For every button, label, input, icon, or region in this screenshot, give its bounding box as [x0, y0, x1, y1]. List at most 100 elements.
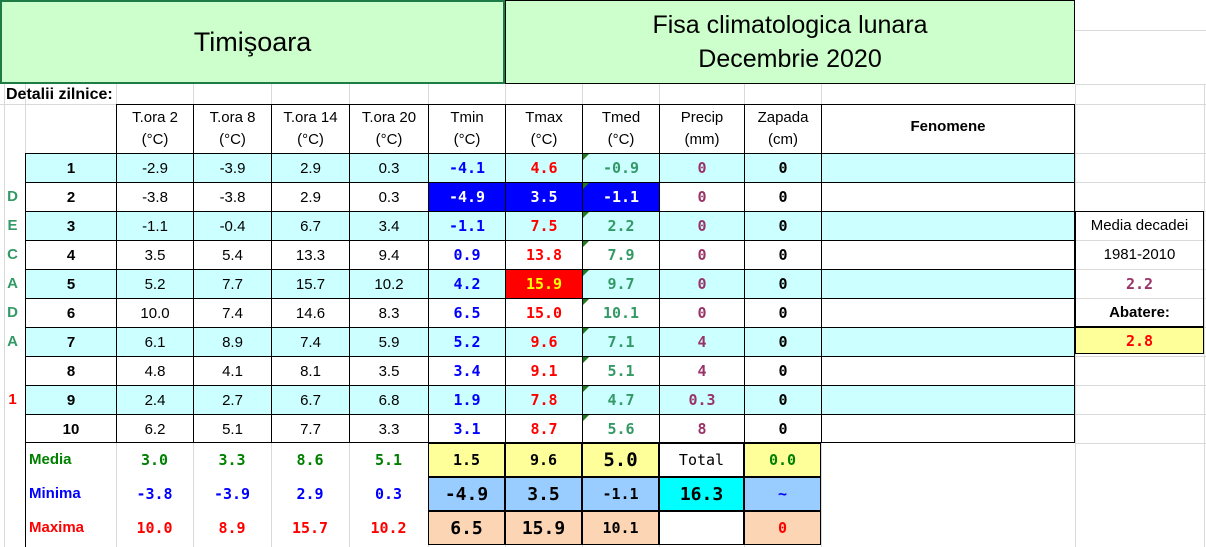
comment-indicator [583, 212, 589, 218]
media-value-cell: 3.0 [116, 443, 193, 477]
value-cell: 0.3 [349, 153, 428, 182]
column-header-name: Tmin [450, 109, 484, 126]
value-text: 9.7 [607, 275, 635, 293]
minima-label: Minima [29, 485, 81, 502]
column-header-name: Precip [680, 109, 724, 126]
value-text: 13.8 [525, 246, 563, 264]
minima-value-cell: -3.9 [193, 477, 271, 511]
comment-indicator [583, 270, 589, 276]
column-header-name: Tmax [525, 109, 563, 126]
value-cell: 15.9 [505, 269, 582, 298]
value-text: 5.1 [607, 362, 635, 380]
gridline-horizontal [1075, 414, 1206, 415]
value-text: 0 [778, 420, 788, 438]
fenomene-header: Fenomene [821, 104, 1075, 153]
media-label: Media [29, 451, 72, 468]
media-decadei-text: Media decadei [1090, 217, 1189, 234]
media-value: 3.0 [140, 451, 169, 469]
value-cell: -2.9 [116, 153, 193, 182]
value-text: 5.4 [222, 246, 243, 264]
value-text: 3.5 [144, 246, 166, 264]
value-text: 4.6 [530, 159, 558, 177]
media-value-cell: 0.0 [744, 443, 821, 477]
day-cell: 4 [25, 240, 116, 269]
report-title-cell: Fisa climatologica lunara Decembrie 2020 [505, 0, 1075, 84]
column-header: T.ora 2 (°C) [116, 104, 193, 153]
section-label: Detalii zilnice: [6, 86, 113, 103]
value-text: 0 [697, 275, 707, 293]
value-cell: 10.1 [582, 298, 659, 327]
abatere-label: Abatere: [1075, 298, 1204, 327]
value-cell: 5.4 [193, 240, 271, 269]
value-text: 2.2 [607, 217, 635, 235]
value-cell: 0 [744, 385, 821, 414]
value-text: 7.1 [607, 333, 635, 351]
value-cell: 5.6 [582, 414, 659, 443]
value-text: 4.1 [222, 362, 243, 380]
value-cell: 6.1 [116, 327, 193, 356]
column-header-unit: (°C) [453, 131, 481, 148]
value-cell: 10.2 [349, 269, 428, 298]
decade-letter-text: 1 [8, 391, 17, 408]
value-cell: -1.1 [116, 211, 193, 240]
city-title-cell: Timişoara [0, 0, 505, 84]
value-cell: 8.3 [349, 298, 428, 327]
value-cell: 4.8 [116, 356, 193, 385]
value-text: -4.1 [448, 159, 486, 177]
value-text: 7.7 [222, 275, 243, 293]
maxima-value-cell: 10.1 [582, 511, 659, 545]
day-number: 1 [66, 159, 76, 177]
decade-letter: E [0, 211, 25, 240]
value-cell: 3.5 [505, 182, 582, 211]
value-cell: 8 [659, 414, 744, 443]
value-cell: 0 [744, 414, 821, 443]
value-cell: -3.9 [193, 153, 271, 182]
maxima-value-cell: 10.2 [349, 511, 428, 545]
header-left-border [116, 104, 117, 153]
value-cell: 3.3 [349, 414, 428, 443]
value-text: 15.0 [525, 304, 563, 322]
gridline-horizontal [1075, 30, 1206, 31]
value-cell: 0 [659, 153, 744, 182]
value-cell: 9.6 [505, 327, 582, 356]
value-cell: 4.2 [428, 269, 505, 298]
value-text: 10.1 [602, 304, 640, 322]
value-cell: 7.9 [582, 240, 659, 269]
minima-value-cell: -4.9 [428, 477, 505, 511]
value-text: 13.3 [295, 246, 326, 264]
media-decadei-label: Media decadei [1075, 211, 1204, 240]
value-text: 7.7 [300, 420, 321, 438]
value-cell: 0 [744, 211, 821, 240]
value-cell: 5.2 [428, 327, 505, 356]
value-cell: 7.4 [193, 298, 271, 327]
value-text: 5.6 [607, 420, 635, 438]
value-cell: 7.7 [271, 414, 349, 443]
minima-value-cell: 3.5 [505, 477, 582, 511]
value-cell: 8.7 [505, 414, 582, 443]
value-text: 7.4 [300, 333, 321, 351]
gridline-horizontal [1075, 298, 1206, 299]
comment-indicator [583, 357, 589, 363]
media-value: 1.5 [452, 451, 481, 469]
value-text: 9.6 [530, 333, 558, 351]
maxima-value: 10.1 [602, 519, 639, 537]
fenomene-cell [821, 298, 1075, 327]
value-cell: 13.8 [505, 240, 582, 269]
value-text: 9.4 [378, 246, 400, 264]
day-cell: 5 [25, 269, 116, 298]
media-value-cell: 5.0 [582, 443, 659, 477]
value-cell: 7.4 [271, 327, 349, 356]
column-header-unit: (mm) [684, 131, 720, 148]
maxima-value-cell: 8.9 [193, 511, 271, 545]
value-cell: 4 [659, 327, 744, 356]
column-header-name: T.ora 14 [283, 109, 338, 126]
value-cell: 4.7 [582, 385, 659, 414]
media-decadei-value: 2.2 [1075, 269, 1204, 298]
value-cell: 0 [659, 182, 744, 211]
column-header: Tmin (°C) [428, 104, 505, 153]
value-text: 4.8 [144, 362, 166, 380]
column-header-unit: (°C) [297, 131, 324, 148]
value-text: 6.7 [300, 217, 321, 235]
column-header: Tmed (°C) [582, 104, 659, 153]
value-text: 4.2 [453, 275, 481, 293]
